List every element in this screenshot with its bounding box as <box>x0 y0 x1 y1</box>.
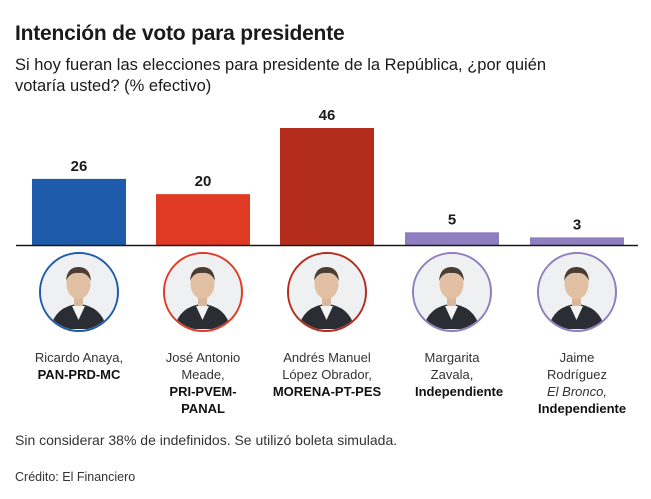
data-label-5: 3 <box>573 216 581 233</box>
bar-5 <box>530 237 624 245</box>
candidate-portrait-icon <box>163 252 243 332</box>
candidate-portrait-icon <box>287 252 367 332</box>
candidate-2: José Antonio Meade, PRI-PVEM-PANAL <box>138 252 268 417</box>
candidate-3: Andrés Manuel López Obrador, MORENA-PT-PE… <box>262 252 392 400</box>
data-label-2: 20 <box>195 173 212 190</box>
bar-4 <box>405 232 499 245</box>
candidate-name: Ricardo Anaya, <box>34 350 124 365</box>
candidate-party: PAN-PRD-MC <box>37 367 121 382</box>
chart-title: Intención de voto para presidente <box>15 22 345 45</box>
candidate-portrait-icon <box>537 252 617 332</box>
data-label-4: 5 <box>448 211 456 228</box>
data-label-1: 26 <box>71 158 88 175</box>
candidate-label: Jaime Rodríguez El Bronco, Independiente <box>512 349 642 417</box>
credit-line: Crédito: El Financiero <box>15 470 136 484</box>
candidate-party: Independiente <box>415 384 504 399</box>
bar-2 <box>156 194 250 245</box>
candidate-party: Independiente <box>538 401 627 416</box>
footnote: Sin considerar 38% de indefinidos. Se ut… <box>15 432 398 448</box>
candidate-name: José Antonio Meade, <box>165 350 241 382</box>
candidate-portrait-icon <box>39 252 119 332</box>
candidate-label: José Antonio Meade, PRI-PVEM-PANAL <box>138 349 268 417</box>
candidate-portrait-icon <box>412 252 492 332</box>
bar-chart: 26 20 46 5 3 <box>16 107 638 247</box>
bar-3 <box>280 128 374 245</box>
data-label-3: 46 <box>319 107 336 124</box>
candidate-name: Jaime Rodríguez <box>547 350 607 382</box>
candidate-label: Andrés Manuel López Obrador, MORENA-PT-PE… <box>262 349 392 400</box>
candidate-party: PRI-PVEM-PANAL <box>169 384 237 416</box>
chart-subtitle: Si hoy fueran las elecciones para presid… <box>15 56 547 95</box>
candidate-name: Margarita Zavala, <box>424 350 480 382</box>
candidate-5: Jaime Rodríguez El Bronco, Independiente <box>512 252 642 417</box>
candidate-1: Ricardo Anaya, PAN-PRD-MC <box>14 252 144 383</box>
candidate-name: Andrés Manuel López Obrador, <box>282 350 372 382</box>
candidate-party: MORENA-PT-PES <box>272 384 382 399</box>
candidate-4: Margarita Zavala, Independiente <box>387 252 517 400</box>
candidate-nickname: El Bronco, <box>547 384 607 399</box>
bar-1 <box>32 178 126 245</box>
candidate-label: Ricardo Anaya, PAN-PRD-MC <box>14 349 144 383</box>
candidate-label: Margarita Zavala, Independiente <box>387 349 517 400</box>
